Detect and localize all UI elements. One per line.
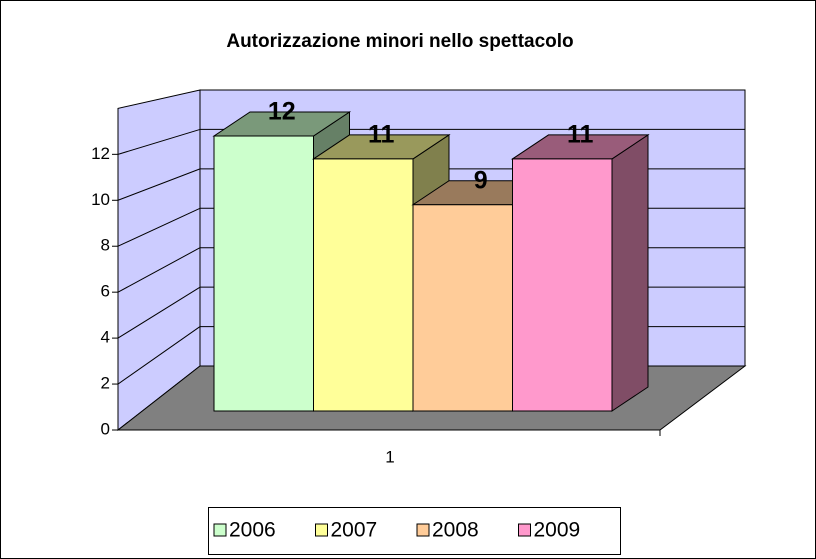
grid-line [117, 168, 201, 201]
y-tick-label: 2 [101, 374, 110, 393]
grid-line [117, 326, 201, 385]
grid-line [117, 128, 201, 155]
bar [512, 158, 613, 412]
legend-swatch [416, 523, 430, 537]
bar [213, 135, 314, 412]
legend-swatch [213, 523, 227, 537]
legend-swatch [518, 523, 531, 537]
value-label: 11 [567, 121, 594, 149]
grid-line [117, 207, 201, 247]
value-label: 11 [368, 121, 395, 149]
chart-title: Autorizzazione minori nello spettacolo [226, 31, 573, 52]
y-tick-label: 4 [101, 328, 110, 347]
y-tick-label: 12 [91, 144, 110, 163]
legend [208, 507, 621, 555]
legend-label: 2009 [534, 519, 581, 542]
value-label: 9 [474, 166, 488, 194]
legend-label: 2006 [229, 519, 276, 542]
bar-side [611, 133, 649, 412]
y-tick-label: 8 [101, 236, 110, 255]
legend-label: 2008 [432, 519, 479, 542]
value-label: 12 [268, 98, 296, 126]
legend-label: 2007 [331, 519, 378, 542]
bar [313, 158, 414, 412]
bar [412, 204, 513, 412]
y-tick-label: 10 [91, 190, 110, 209]
legend-swatch [315, 523, 328, 537]
y-tick-label: 0 [101, 419, 110, 438]
x-tick-label: 1 [385, 447, 394, 466]
grid-line [117, 247, 201, 293]
grid-line [117, 286, 201, 339]
y-tick-label: 6 [101, 282, 110, 301]
